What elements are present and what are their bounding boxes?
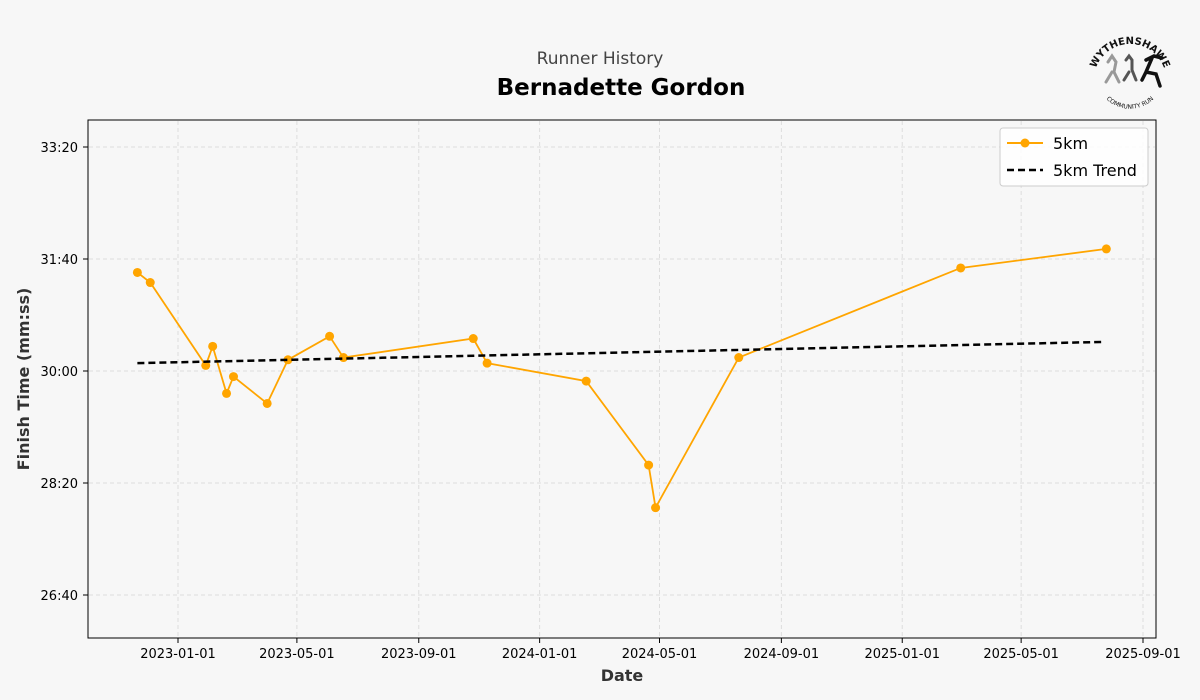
legend: 5km 5km Trend bbox=[999, 127, 1149, 187]
data-point bbox=[651, 503, 661, 513]
x-axis-label: Date bbox=[601, 666, 644, 685]
y-tick-label: 26:40 bbox=[41, 589, 78, 604]
legend-5km-marker bbox=[1020, 138, 1030, 148]
data-point bbox=[956, 263, 966, 273]
svg-text:COMMUNITY RUN: COMMUNITY RUN bbox=[1105, 95, 1155, 110]
x-tick-label: 2023-05-01 bbox=[259, 647, 335, 662]
data-point bbox=[325, 331, 335, 341]
y-axis-label: Finish Time (mm:ss) bbox=[14, 288, 33, 471]
x-tick-label: 2024-09-01 bbox=[744, 647, 820, 662]
plot-area bbox=[87, 119, 1157, 639]
data-point bbox=[208, 341, 218, 351]
x-tick-label: 2024-01-01 bbox=[502, 647, 578, 662]
y-tick-label: 30:00 bbox=[41, 365, 78, 380]
data-point bbox=[468, 334, 478, 344]
chart-title: Bernadette Gordon bbox=[497, 75, 746, 101]
data-point bbox=[644, 460, 654, 470]
trend-line bbox=[137, 340, 1105, 365]
chart-subtitle: Runner History bbox=[537, 49, 664, 69]
data-point bbox=[222, 388, 232, 398]
legend-trend-label: 5km Trend bbox=[1053, 161, 1137, 180]
svg-text:WYTHENSHAWE: WYTHENSHAWE bbox=[1088, 36, 1171, 70]
wythenshawe-logo: WYTHENSHAWE COMMUNITY RUN bbox=[1088, 36, 1171, 111]
data-point bbox=[734, 353, 744, 363]
x-tick-label: 2025-05-01 bbox=[983, 647, 1059, 662]
legend-5km-label: 5km bbox=[1053, 134, 1088, 153]
data-point bbox=[482, 358, 492, 368]
data-point bbox=[581, 376, 591, 386]
data-point bbox=[283, 355, 293, 365]
y-tick-label: 28:20 bbox=[41, 477, 78, 492]
data-point bbox=[1101, 244, 1111, 254]
data-point bbox=[132, 267, 142, 277]
data-point bbox=[145, 278, 155, 288]
x-tick-label: 2023-09-01 bbox=[381, 647, 457, 662]
x-tick-label: 2025-01-01 bbox=[864, 647, 940, 662]
y-tick-label: 31:40 bbox=[41, 253, 78, 268]
data-point bbox=[262, 398, 272, 408]
y-tick-label: 33:20 bbox=[41, 141, 78, 156]
x-tick-label: 2024-05-01 bbox=[622, 647, 698, 662]
data-point bbox=[228, 372, 238, 382]
data-point bbox=[201, 360, 211, 370]
x-tick-label: 2023-01-01 bbox=[140, 647, 216, 662]
x-tick-label: 2025-09-01 bbox=[1105, 647, 1181, 662]
